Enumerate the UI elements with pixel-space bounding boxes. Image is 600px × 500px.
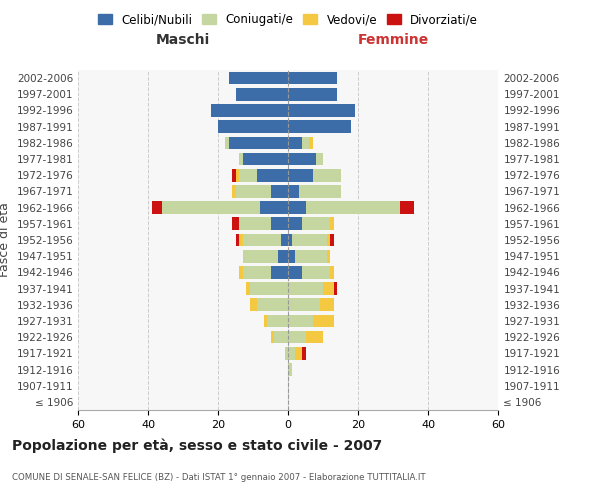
Bar	[229, 72, 288, 85]
Bar	[305, 202, 400, 214]
Bar	[250, 298, 257, 311]
Bar	[271, 266, 288, 278]
Text: Maschi: Maschi	[156, 34, 210, 48]
Bar	[302, 218, 330, 230]
Bar	[239, 169, 257, 181]
Text: COMUNE DI SENALE-SAN FELICE (BZ) - Dati ISTAT 1° gennaio 2007 - Elaborazione TUT: COMUNE DI SENALE-SAN FELICE (BZ) - Dati …	[12, 473, 425, 482]
Bar	[263, 314, 267, 328]
Bar	[235, 169, 239, 181]
Bar	[242, 152, 288, 166]
Bar	[242, 234, 281, 246]
Bar	[232, 218, 239, 230]
Bar	[257, 169, 288, 181]
Bar	[288, 363, 292, 376]
Bar	[284, 347, 288, 360]
Bar	[271, 218, 288, 230]
Bar	[330, 218, 334, 230]
Bar	[288, 314, 313, 328]
Bar	[239, 152, 242, 166]
Bar	[274, 331, 288, 344]
Bar	[225, 136, 229, 149]
Bar	[288, 347, 295, 360]
Bar	[267, 314, 288, 328]
Bar	[232, 185, 235, 198]
Bar	[334, 282, 337, 295]
Bar	[295, 347, 302, 360]
Bar	[151, 202, 162, 214]
Bar	[288, 169, 313, 181]
Bar	[326, 234, 330, 246]
Y-axis label: Fasce di età: Fasce di età	[0, 202, 11, 278]
Bar	[288, 104, 355, 117]
Bar	[295, 250, 326, 262]
Bar	[302, 347, 305, 360]
Bar	[239, 266, 242, 278]
Text: Anni di nascita: Anni di nascita	[598, 198, 600, 281]
Bar	[288, 266, 302, 278]
Bar	[288, 88, 337, 101]
Bar	[242, 250, 277, 262]
Bar	[302, 266, 330, 278]
Bar	[288, 202, 305, 214]
Bar	[288, 136, 302, 149]
Bar	[257, 298, 288, 311]
Bar	[330, 266, 334, 278]
Bar	[400, 202, 414, 214]
Bar	[299, 185, 341, 198]
Legend: Celibi/Nubili, Coniugati/e, Vedovi/e, Divorziati/e: Celibi/Nubili, Coniugati/e, Vedovi/e, Di…	[93, 8, 483, 31]
Bar	[250, 282, 288, 295]
Bar	[288, 282, 323, 295]
Bar	[239, 234, 242, 246]
Bar	[271, 331, 274, 344]
Bar	[305, 331, 323, 344]
Bar	[260, 202, 288, 214]
Bar	[292, 234, 326, 246]
Bar	[162, 202, 260, 214]
Bar	[320, 298, 334, 311]
Bar	[239, 218, 271, 230]
Bar	[288, 331, 305, 344]
Bar	[235, 234, 239, 246]
Bar	[277, 250, 288, 262]
Bar	[313, 314, 334, 328]
Bar	[271, 185, 288, 198]
Bar	[323, 282, 334, 295]
Bar	[313, 169, 341, 181]
Text: Femmine: Femmine	[358, 34, 428, 48]
Bar	[288, 218, 302, 230]
Bar	[288, 152, 316, 166]
Bar	[302, 136, 309, 149]
Bar	[229, 136, 288, 149]
Bar	[242, 266, 271, 278]
Bar	[288, 185, 299, 198]
Bar	[288, 120, 351, 133]
Bar	[288, 250, 295, 262]
Bar	[232, 169, 235, 181]
Bar	[309, 136, 313, 149]
Bar	[218, 120, 288, 133]
Bar	[235, 88, 288, 101]
Bar	[211, 104, 288, 117]
Bar	[330, 234, 334, 246]
Bar	[288, 234, 292, 246]
Bar	[326, 250, 330, 262]
Bar	[288, 298, 320, 311]
Text: Popolazione per età, sesso e stato civile - 2007: Popolazione per età, sesso e stato civil…	[12, 438, 382, 453]
Bar	[288, 72, 337, 85]
Bar	[281, 234, 288, 246]
Bar	[316, 152, 323, 166]
Bar	[235, 185, 271, 198]
Bar	[246, 282, 250, 295]
